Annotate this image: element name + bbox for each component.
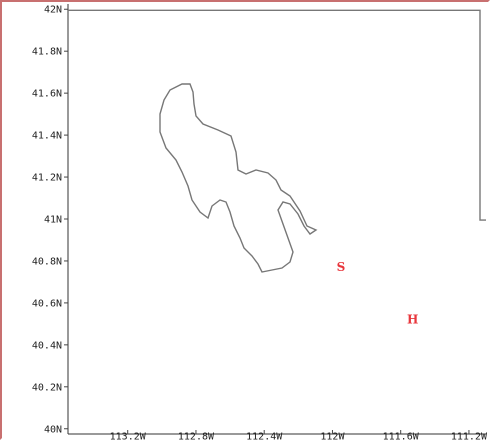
lat-tick-label: 41.2N bbox=[32, 173, 62, 184]
latitude-ticks: 42N 41.8N 41.6N 41.4N 41.2N 41N 40.8N 40.6N 40.4… bbox=[32, 5, 68, 435]
lat-tick-label: 41.6N bbox=[32, 89, 62, 100]
marker-s: S bbox=[337, 260, 346, 274]
lon-tick-label: 113.2W bbox=[110, 432, 147, 440]
lat-tick-label: 41.4N bbox=[32, 131, 62, 142]
lat-tick-label: 40.6N bbox=[32, 298, 62, 309]
lat-tick-label: 42N bbox=[44, 5, 62, 16]
lon-tick-label: 112.8W bbox=[178, 432, 215, 440]
boundaries bbox=[68, 9, 486, 273]
lon-tick-label: 111.2W bbox=[451, 432, 488, 440]
lat-tick-label: 40N bbox=[44, 424, 62, 435]
lat-tick-label: 41.8N bbox=[32, 47, 62, 58]
lat-tick-label: 41N bbox=[44, 215, 62, 226]
map-markers: SH bbox=[337, 260, 419, 326]
lat-tick-label: 40.8N bbox=[32, 256, 62, 267]
plot-border bbox=[67, 4, 486, 435]
lon-tick-label: 112.4W bbox=[246, 432, 283, 440]
great-salt-lake-outline bbox=[159, 83, 318, 273]
lon-tick-label: 111.6W bbox=[383, 432, 420, 440]
lat-tick-label: 40.2N bbox=[32, 382, 62, 393]
marker-h: H bbox=[407, 313, 418, 327]
longitude-ticks: 113.2W 112.8W 112.4W 112W 111.6W 111.2W bbox=[110, 430, 488, 440]
lon-tick-label: 112W bbox=[320, 432, 345, 440]
state-border-line bbox=[68, 9, 486, 221]
lat-tick-label: 40.4N bbox=[32, 340, 62, 351]
